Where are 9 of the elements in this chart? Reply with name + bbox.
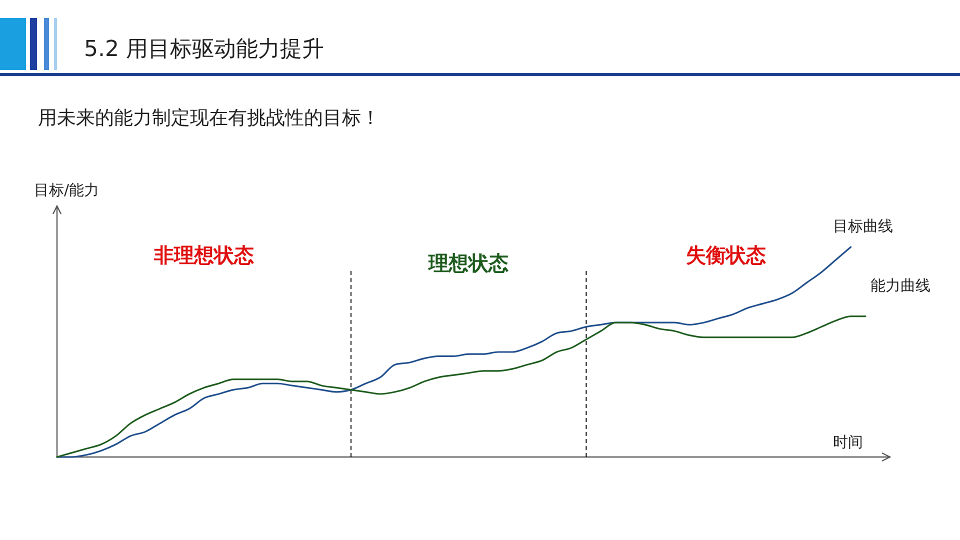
x-axis-title: 时间 (833, 433, 863, 451)
annotation: 失衡状态 (686, 243, 766, 267)
chart-subtitle: 用未来的能力制定现在有挑战性的目标！ (38, 107, 380, 129)
annotation: 理想状态 (428, 251, 509, 275)
series-label: 目标曲线 (832, 217, 893, 235)
series-label: 能力曲线 (870, 276, 930, 294)
annotation: 非理想状态 (153, 243, 254, 267)
y-axis-title: 目标/能力 (34, 181, 100, 199)
chart-title: 5.2 用目标驱动能力提升 (84, 37, 324, 62)
